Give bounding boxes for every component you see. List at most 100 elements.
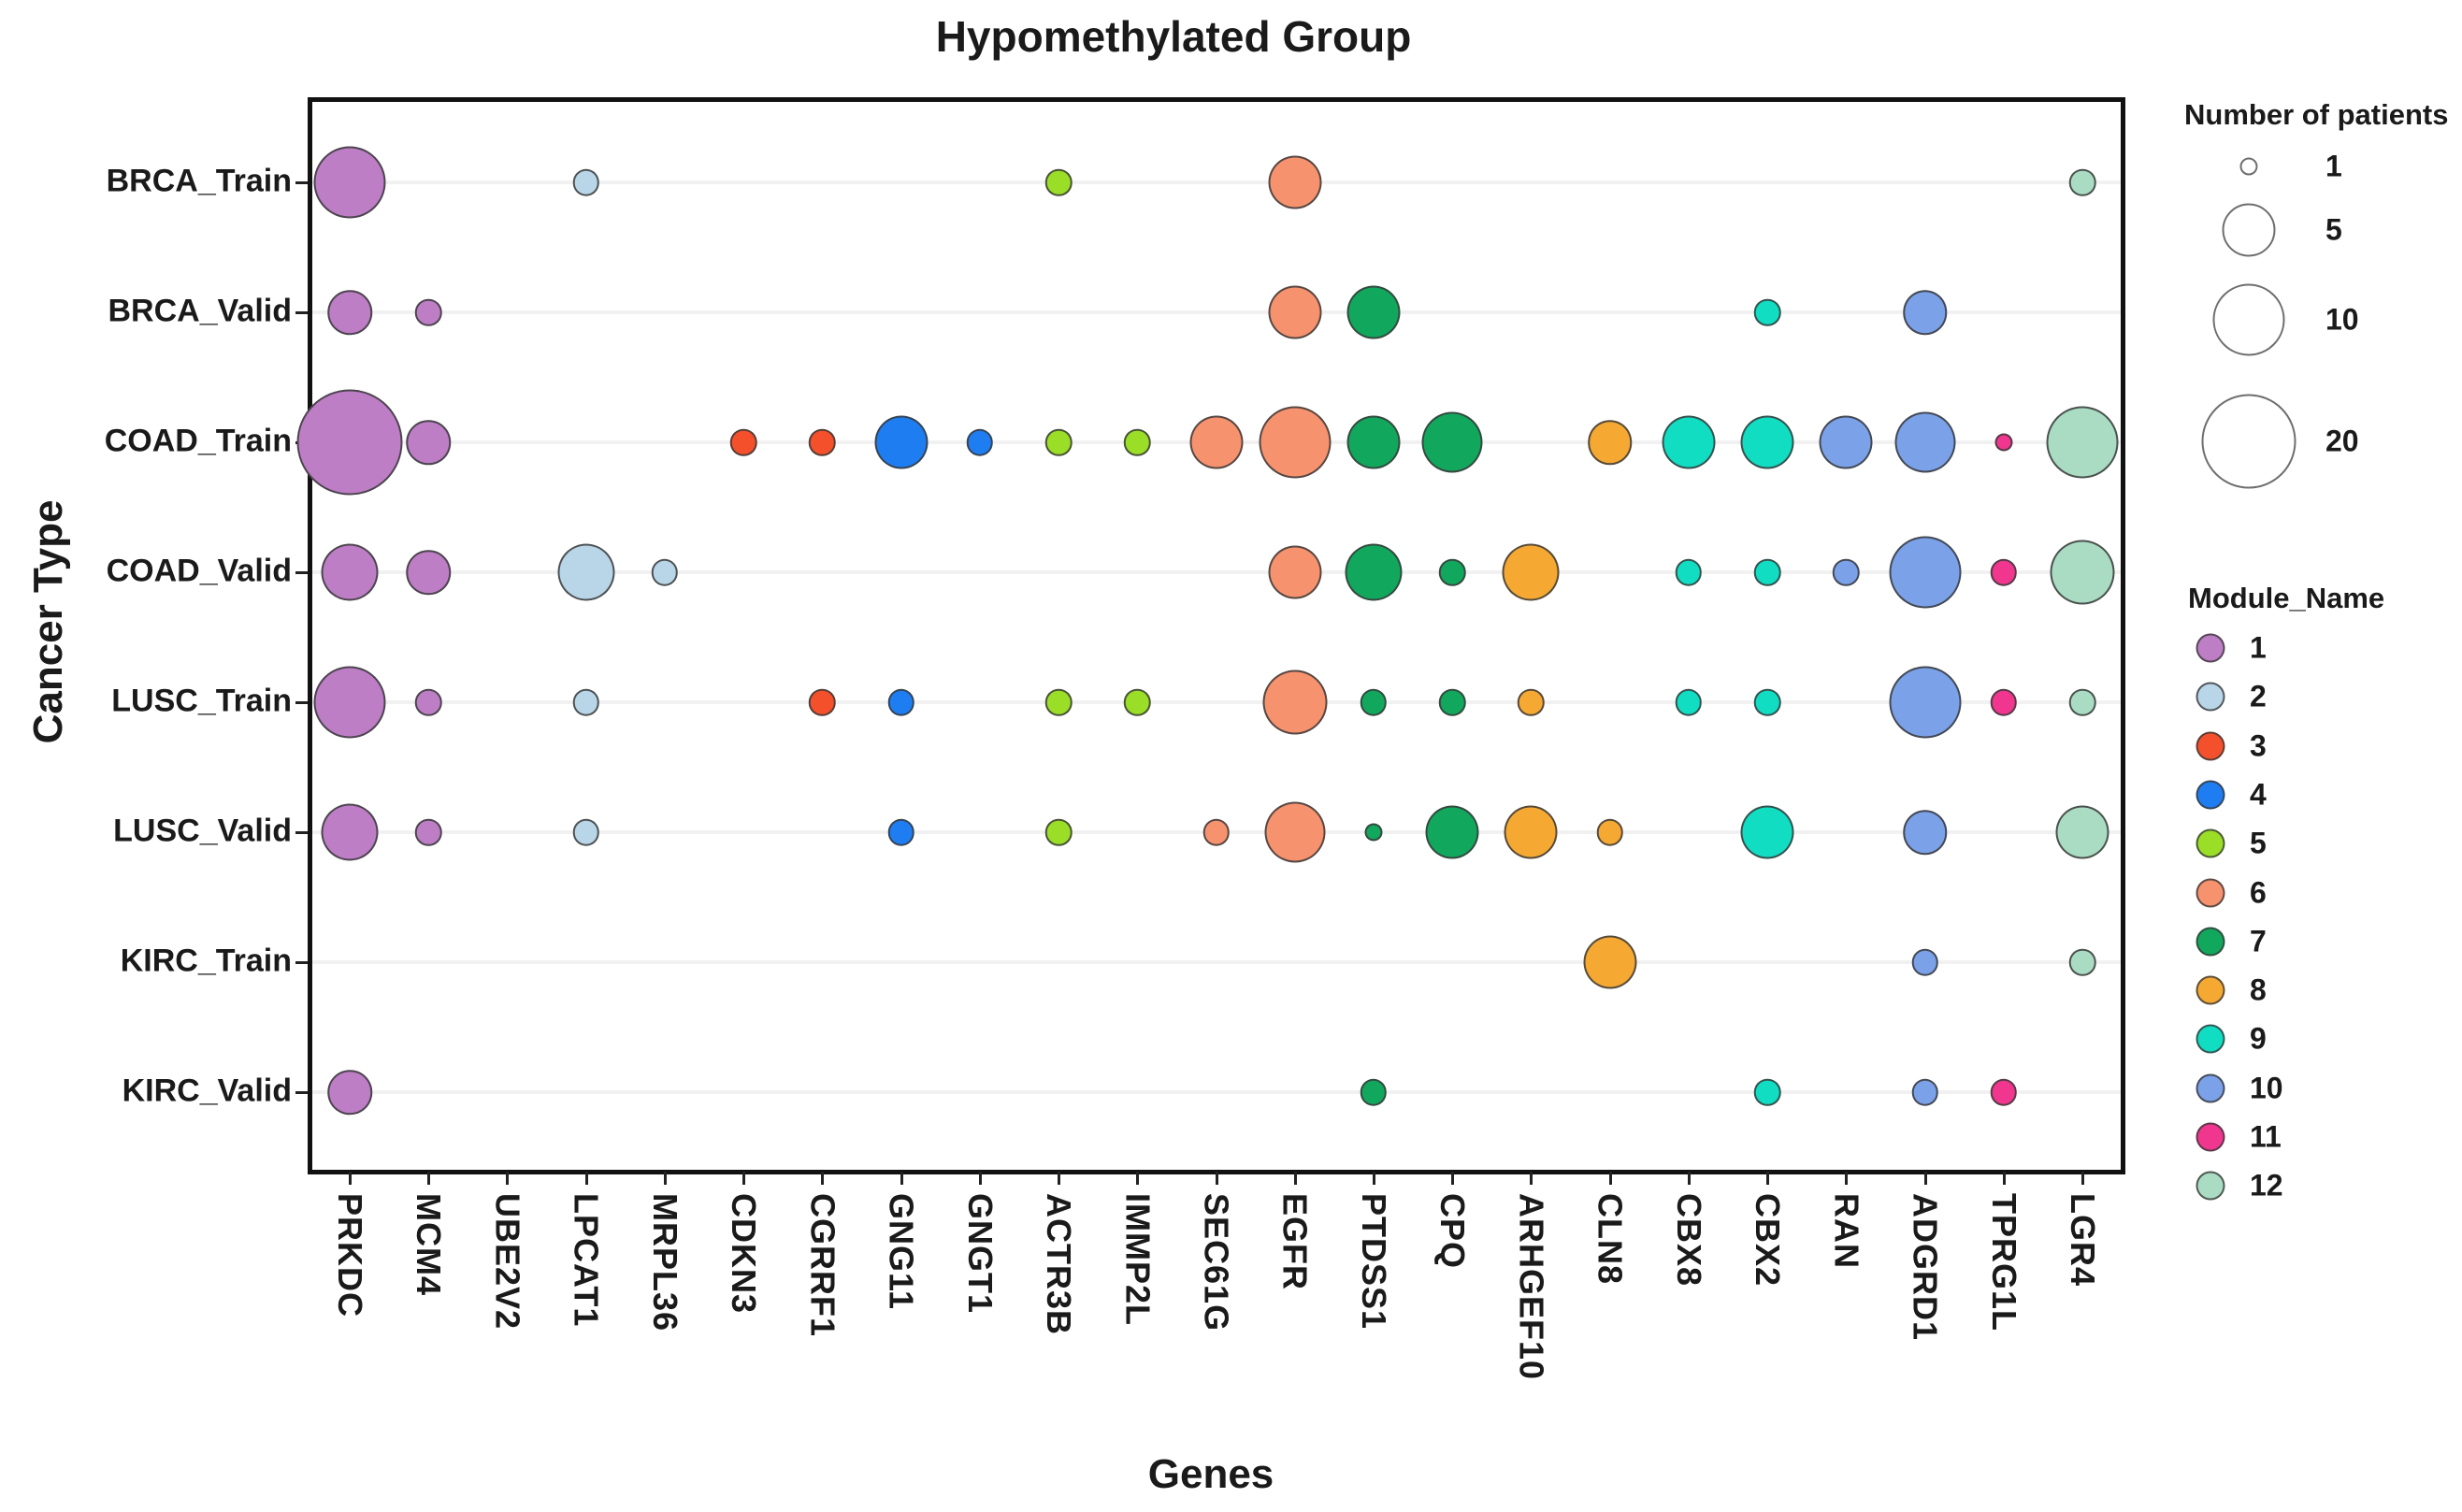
bubble — [572, 688, 599, 716]
bubble — [1438, 558, 1466, 586]
bubble — [321, 543, 379, 601]
size-legend-circle — [2201, 394, 2296, 489]
x-axis-tick — [742, 1172, 746, 1185]
bubble — [1189, 415, 1243, 469]
x-axis-label: UBE2V2 — [488, 1193, 527, 1331]
x-axis-tick — [1451, 1172, 1455, 1185]
y-axis-label: LUSC_Valid — [113, 813, 292, 849]
bubble — [1124, 688, 1151, 716]
bubble — [1364, 823, 1383, 842]
bubble — [1346, 415, 1401, 469]
y-axis-tick — [295, 571, 308, 574]
x-axis-tick — [1766, 1172, 1770, 1185]
bubble — [1990, 1078, 2018, 1106]
module-legend-value: 5 — [2250, 826, 2267, 860]
x-axis-label: SEC61G — [1197, 1193, 1236, 1332]
bubble — [2046, 406, 2119, 479]
x-axis-label: ADGRD1 — [1906, 1193, 1945, 1342]
bubble — [1753, 558, 1781, 586]
bubble — [1990, 688, 2018, 716]
module-legend-value: 11 — [2250, 1119, 2282, 1154]
x-axis-tick — [663, 1172, 667, 1185]
x-axis-label: GNG11 — [882, 1193, 921, 1311]
plot-border — [308, 97, 2125, 1174]
bubble — [1259, 406, 1332, 479]
bubble — [1994, 433, 2013, 452]
bubble — [1889, 666, 1962, 739]
x-axis-label: CLN8 — [1591, 1193, 1630, 1286]
x-axis-tick — [978, 1172, 982, 1185]
bubble — [1911, 948, 1938, 976]
x-axis-label: RAN — [1827, 1193, 1866, 1269]
size-legend-value: 10 — [2325, 302, 2359, 337]
size-legend-circle — [2222, 203, 2276, 257]
module-legend-dot — [2196, 1024, 2225, 1054]
bubble — [296, 389, 403, 496]
bubble — [1753, 1078, 1781, 1106]
bubble — [1833, 558, 1860, 586]
module-legend-dot — [2196, 682, 2225, 712]
x-axis-label: CPQ — [1433, 1193, 1473, 1270]
bubble — [1504, 805, 1558, 859]
bubble — [1268, 545, 1322, 599]
y-axis-label: COAD_Valid — [106, 553, 292, 589]
size-legend-value: 5 — [2325, 212, 2342, 247]
y-axis-label: KIRC_Valid — [122, 1073, 292, 1109]
bubble — [1262, 670, 1328, 735]
bubble — [2068, 688, 2096, 716]
module-legend-dot — [2196, 927, 2225, 957]
x-axis-tick — [1687, 1172, 1691, 1185]
x-axis-tick — [506, 1172, 510, 1185]
bubble — [1124, 428, 1151, 456]
bubble — [414, 298, 442, 326]
y-axis-label: COAD_Train — [104, 423, 292, 459]
module-legend-dot — [2196, 633, 2225, 663]
x-axis-label: ARHGEF10 — [1512, 1193, 1551, 1381]
y-axis-tick — [295, 181, 308, 184]
bubble — [1819, 415, 1873, 469]
bubble — [1264, 801, 1326, 863]
x-axis-tick — [1136, 1172, 1140, 1185]
bubble — [1587, 420, 1633, 465]
x-axis-tick — [1923, 1172, 1927, 1185]
x-axis-tick — [2002, 1172, 2006, 1185]
bubble — [887, 688, 914, 716]
bubble — [874, 415, 929, 469]
y-axis-tick — [295, 961, 308, 964]
chart-title: Hypomethylated Group — [935, 12, 1412, 61]
x-axis-tick — [1058, 1172, 1061, 1185]
y-axis-tick — [295, 1091, 308, 1094]
bubble — [1268, 155, 1322, 209]
module-legend-dot — [2196, 1171, 2225, 1201]
x-axis-label: GNGT1 — [960, 1193, 1000, 1315]
module-legend-dot — [2196, 1122, 2225, 1152]
y-axis-tick — [295, 311, 308, 314]
bubble — [406, 420, 451, 465]
bubble — [1889, 536, 1962, 609]
bubble — [1202, 818, 1230, 846]
bubble — [1753, 298, 1781, 326]
y-axis-label: LUSC_Train — [111, 683, 292, 719]
bubble — [1345, 543, 1403, 601]
module-legend-dot — [2196, 1073, 2225, 1103]
module-legend-value: 3 — [2250, 728, 2267, 763]
x-axis-label: MCM4 — [410, 1193, 449, 1296]
module-legend-dot — [2196, 975, 2225, 1005]
bubble — [1894, 411, 1956, 473]
x-axis-tick — [2081, 1172, 2084, 1185]
bubble — [1346, 285, 1401, 339]
x-axis-tick — [900, 1172, 903, 1185]
x-axis-tick — [821, 1172, 825, 1185]
x-axis-label: LGR4 — [2064, 1193, 2102, 1288]
bubble — [1902, 290, 1948, 335]
y-axis-tick — [295, 831, 308, 834]
bubble — [1990, 558, 2018, 586]
bubble — [2068, 948, 2096, 976]
bubble — [1425, 805, 1479, 859]
x-axis-tick — [1530, 1172, 1533, 1185]
x-axis-title: Genes — [1147, 1451, 1274, 1497]
bubble — [1360, 688, 1388, 716]
module-legend-value: 7 — [2250, 924, 2267, 958]
bubble — [651, 558, 679, 586]
